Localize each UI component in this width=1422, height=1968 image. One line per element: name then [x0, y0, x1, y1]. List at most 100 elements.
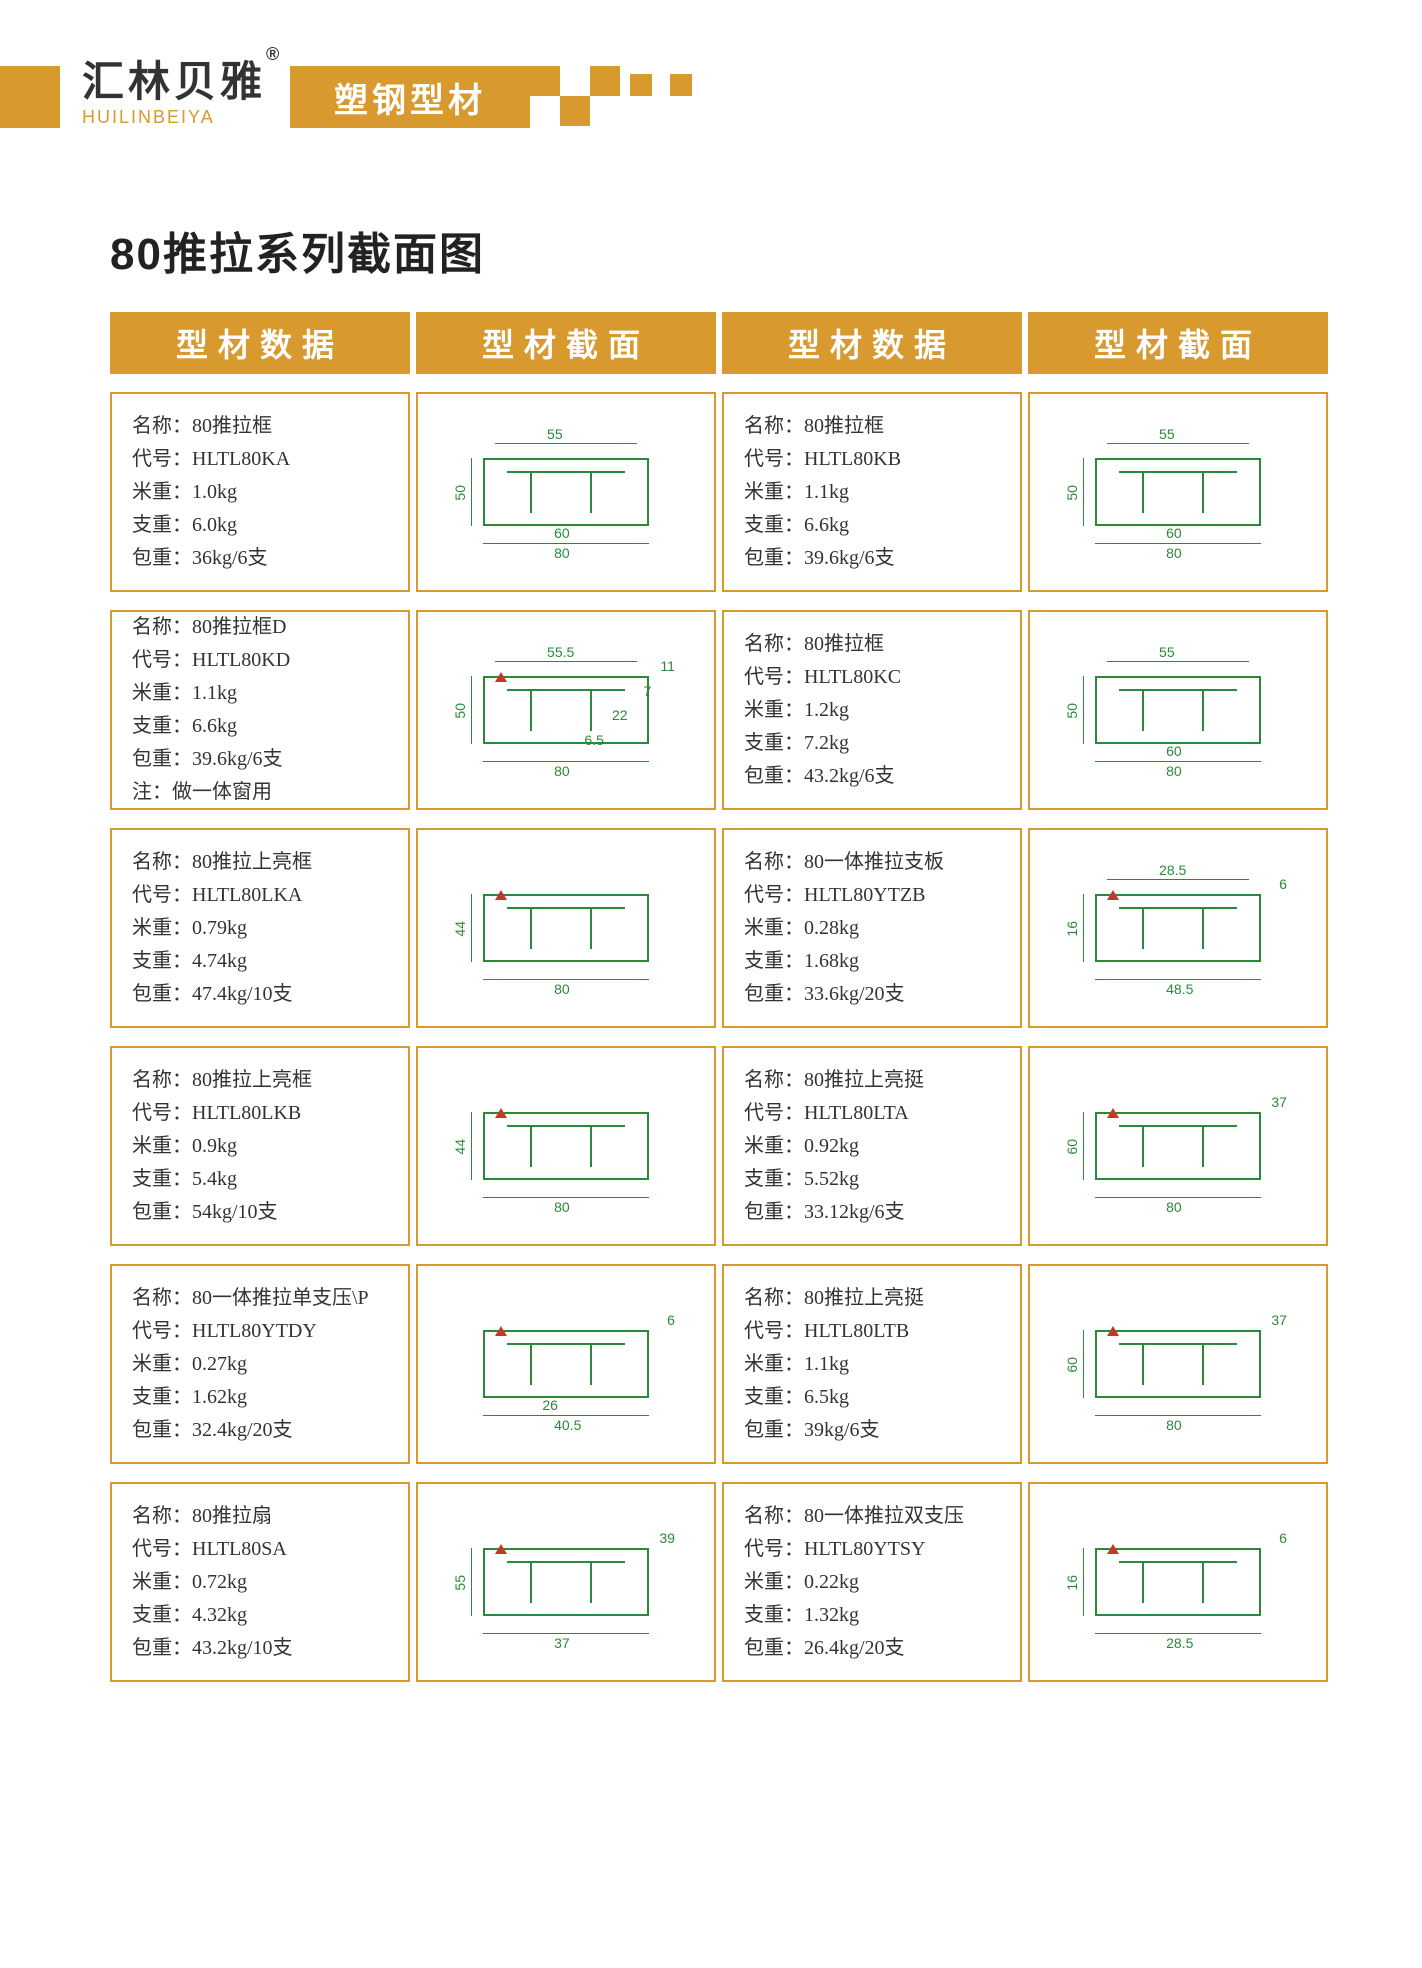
data-row: 代号：HLTL80KA — [132, 443, 388, 476]
dim-label: 80 — [1166, 545, 1182, 561]
product-diagram-cell: 8044 — [416, 1046, 716, 1246]
product-grid: 型材数据 型材截面 型材数据 型材截面 — [110, 312, 1312, 374]
dim-label: 50 — [452, 703, 468, 719]
data-row: 支重：6.6kg — [744, 509, 1000, 542]
brand-cn: 汇林贝雅® — [82, 48, 266, 109]
dim-label: 40.5 — [554, 1417, 581, 1433]
data-row: 代号：HLTL80KB — [744, 443, 1000, 476]
product-diagram-cell: 28.548.5166 — [1028, 828, 1328, 1028]
dim-label: 6 — [667, 1312, 675, 1328]
data-row: 名称：80一体推拉支板 — [744, 846, 1000, 879]
product-data-cell: 名称：80一体推拉支板代号：HLTL80YTZB米重：0.28kg支重：1.68… — [722, 828, 1022, 1028]
dim-label: 50 — [1064, 485, 1080, 501]
data-row: 米重：0.28kg — [744, 912, 1000, 945]
data-row: 包重：36kg/6支 — [132, 542, 388, 575]
data-row: 名称：80推拉上亮框 — [132, 1064, 388, 1097]
product-data-cell: 名称：80推拉上亮挺代号：HLTL80LTA米重：0.92kg支重：5.52kg… — [722, 1046, 1022, 1246]
data-row: 支重：4.74kg — [132, 945, 388, 978]
data-row: 支重：4.32kg — [132, 1599, 388, 1632]
dim-label: 55.5 — [547, 644, 574, 660]
data-row: 名称：80一体推拉单支压\P — [132, 1282, 388, 1315]
product-diagram-cell: 375539 — [416, 1482, 716, 1682]
product-data-cell: 名称：80推拉扇代号：HLTL80SA米重：0.72kg支重：4.32kg包重：… — [110, 1482, 410, 1682]
data-row: 米重：0.79kg — [132, 912, 388, 945]
dim-label: 44 — [452, 921, 468, 937]
col-header-section-2: 型材截面 — [1028, 312, 1328, 374]
data-row: 包重：39kg/6支 — [744, 1414, 1000, 1447]
data-row: 包重：47.4kg/10支 — [132, 978, 388, 1011]
product-diagram-cell: 8044 — [416, 828, 716, 1028]
dim-label: 50 — [1064, 703, 1080, 719]
rows-container: 名称：80推拉框代号：HLTL80KA米重：1.0kg支重：6.0kg包重：36… — [110, 392, 1312, 1682]
dim-label: 48.5 — [1166, 981, 1193, 997]
product-data-cell: 名称：80推拉框代号：HLTL80KA米重：1.0kg支重：6.0kg包重：36… — [110, 392, 410, 592]
red-marker — [495, 672, 507, 682]
data-row: 支重：1.68kg — [744, 945, 1000, 978]
data-row: 名称：80推拉框 — [132, 410, 388, 443]
category-label: 塑钢型材 — [290, 66, 530, 128]
data-row: 支重：1.32kg — [744, 1599, 1000, 1632]
data-row: 包重：39.6kg/6支 — [744, 542, 1000, 575]
data-row: 支重：7.2kg — [744, 727, 1000, 760]
data-row: 代号：HLTL80LKB — [132, 1097, 388, 1130]
red-marker — [495, 1544, 507, 1554]
product-diagram-cell: 40.5 26 6 — [416, 1264, 716, 1464]
data-row: 包重：26.4kg/20支 — [744, 1632, 1000, 1665]
data-row: 米重：0.9kg — [132, 1130, 388, 1163]
dim-label: 37 — [1271, 1094, 1287, 1110]
product-data-cell: 名称：80推拉上亮框代号：HLTL80LKB米重：0.9kg支重：5.4kg包重… — [110, 1046, 410, 1246]
col-header-data-1: 型材数据 — [110, 312, 410, 374]
data-row: 米重：0.27kg — [132, 1348, 388, 1381]
data-row: 米重：0.92kg — [744, 1130, 1000, 1163]
header: 汇林贝雅® HUILINBEIYA 塑钢型材 — [0, 48, 1422, 138]
red-marker — [495, 1108, 507, 1118]
data-row: 支重：6.6kg — [132, 710, 388, 743]
data-row: 名称：80推拉框 — [744, 628, 1000, 661]
product-data-cell: 名称：80一体推拉单支压\P代号：HLTL80YTDY米重：0.27kg支重：1… — [110, 1264, 410, 1464]
dim-label: 55 — [452, 1575, 468, 1591]
product-data-cell: 名称：80一体推拉双支压代号：HLTL80YTSY米重：0.22kg支重：1.3… — [722, 1482, 1022, 1682]
dim-label: 60 — [1064, 1139, 1080, 1155]
product-diagram-cell: 806037 — [1028, 1264, 1328, 1464]
brand-en: HUILINBEIYA — [82, 107, 266, 128]
data-row: 米重：1.2kg — [744, 694, 1000, 727]
col-header-data-2: 型材数据 — [722, 312, 1022, 374]
data-row: 米重：1.0kg — [132, 476, 388, 509]
dim-label: 26 — [542, 1397, 558, 1413]
data-row: 支重：5.4kg — [132, 1163, 388, 1196]
dim-label: 28.5 — [1159, 862, 1186, 878]
red-marker — [1107, 1108, 1119, 1118]
reg-mark: ® — [266, 44, 283, 65]
dim-label: 60 — [1064, 1357, 1080, 1373]
product-data-cell: 名称：80推拉上亮框代号：HLTL80LKA米重：0.79kg支重：4.74kg… — [110, 828, 410, 1028]
data-row: 名称：80推拉框 — [744, 410, 1000, 443]
data-row: 代号：HLTL80YTZB — [744, 879, 1000, 912]
data-row: 支重：6.5kg — [744, 1381, 1000, 1414]
dim-label: 37 — [1271, 1312, 1287, 1328]
data-row: 代号：HLTL80YTDY — [132, 1315, 388, 1348]
red-marker — [1107, 1326, 1119, 1336]
data-row: 米重：1.1kg — [744, 476, 1000, 509]
data-row: 支重：1.62kg — [132, 1381, 388, 1414]
data-row: 包重：32.4kg/20支 — [132, 1414, 388, 1447]
brand-block: 汇林贝雅® HUILINBEIYA — [82, 48, 266, 128]
dim-label: 80 — [554, 1199, 570, 1215]
data-row: 米重：0.72kg — [132, 1566, 388, 1599]
data-row: 名称：80推拉扇 — [132, 1500, 388, 1533]
brand-cn-text: 汇林贝雅 — [82, 58, 266, 105]
product-data-cell: 名称：80推拉框代号：HLTL80KC米重：1.2kg支重：7.2kg包重：43… — [722, 610, 1022, 810]
data-row: 代号：HLTL80KC — [744, 661, 1000, 694]
dim-label: 80 — [1166, 1199, 1182, 1215]
data-row: 米重：0.22kg — [744, 1566, 1000, 1599]
data-row: 代号：HLTL80KD — [132, 644, 388, 677]
data-row: 包重：43.2kg/10支 — [132, 1632, 388, 1665]
product-data-cell: 名称：80推拉框代号：HLTL80KB米重：1.1kg支重：6.6kg包重：39… — [722, 392, 1022, 592]
dim-label: 80 — [554, 763, 570, 779]
data-row: 代号：HLTL80LTB — [744, 1315, 1000, 1348]
product-data-cell: 名称：80推拉框D代号：HLTL80KD米重：1.1kg支重：6.6kg包重：3… — [110, 610, 410, 810]
red-marker — [1107, 890, 1119, 900]
dim-label: 39 — [659, 1530, 675, 1546]
red-marker — [1107, 1544, 1119, 1554]
data-row: 名称：80推拉上亮框 — [132, 846, 388, 879]
dim-label: 55 — [1159, 426, 1175, 442]
